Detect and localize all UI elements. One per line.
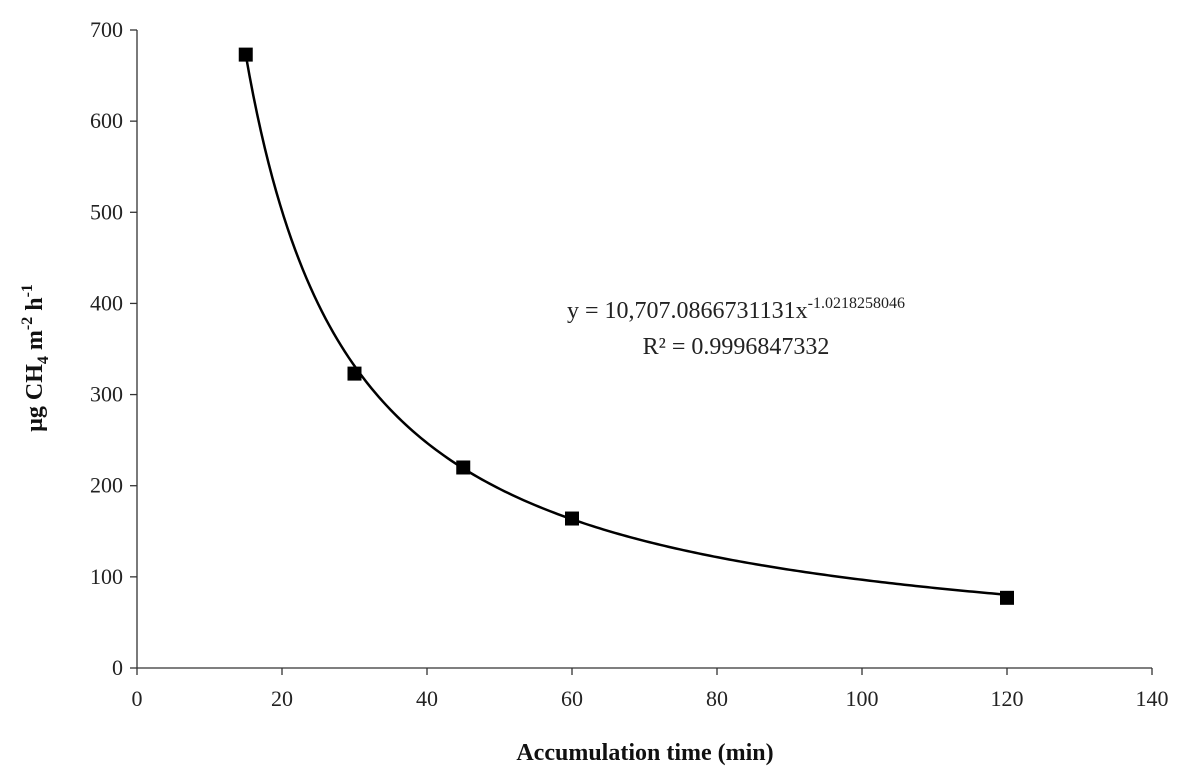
x-axis-title: Accumulation time (min) xyxy=(516,740,773,766)
data-point xyxy=(456,460,471,475)
y-tick-label: 200 xyxy=(90,473,123,498)
r-squared-value: = 0.9996847332 xyxy=(666,334,830,360)
data-points xyxy=(238,47,1014,605)
data-point xyxy=(347,366,362,381)
y-tick-label: 700 xyxy=(90,17,123,42)
x-tick-label: 100 xyxy=(846,686,879,711)
x-tick-label: 60 xyxy=(561,686,583,711)
equation-exponent: -1.0218258046 xyxy=(808,295,905,312)
x-tick-label: 20 xyxy=(271,686,293,711)
y-tick-label: 500 xyxy=(90,199,123,224)
data-point xyxy=(238,47,253,62)
y-axis-title-sup1: -2 xyxy=(19,317,36,330)
y-tick-label: 100 xyxy=(90,564,123,589)
trendline-equation: y = 10,707.0866731131x-1.0218258046 xyxy=(567,295,905,324)
y-axis-title-prefix: µg CH xyxy=(22,364,48,432)
data-point xyxy=(1000,590,1014,605)
trendline-group xyxy=(244,54,1008,596)
y-axis-title-mid2: h xyxy=(22,297,48,316)
x-tick-label: 80 xyxy=(706,686,728,711)
x-tick-label: 0 xyxy=(132,686,143,711)
data-point xyxy=(565,511,579,526)
y-axis-title-sup2: -1 xyxy=(19,284,36,297)
equation-base: y = 10,707.0866731131x xyxy=(567,298,808,324)
x-tick-label: 120 xyxy=(991,686,1024,711)
plot-area xyxy=(136,30,1152,669)
y-axis-title: µg CH4 m-2 h-1 xyxy=(19,284,52,432)
y-tick-label: 0 xyxy=(112,655,123,680)
y-axis-ticks: 0 100 200 300 400 500 600 700 xyxy=(90,17,137,680)
r-squared-symbol: R² xyxy=(643,334,666,360)
x-tick-label: 140 xyxy=(1136,686,1169,711)
y-tick-label: 300 xyxy=(90,382,123,407)
y-axis-title-mid1: m xyxy=(22,330,48,356)
x-axis-ticks: 0 20 40 60 80 100 120 140 xyxy=(132,668,1169,711)
x-tick-label: 40 xyxy=(416,686,438,711)
r-squared-label: R² = 0.9996847332 xyxy=(643,334,830,360)
y-tick-label: 600 xyxy=(90,108,123,133)
y-tick-label: 400 xyxy=(90,290,123,315)
trendline-curve xyxy=(244,54,1008,596)
y-axis-title-sub: 4 xyxy=(35,356,52,364)
